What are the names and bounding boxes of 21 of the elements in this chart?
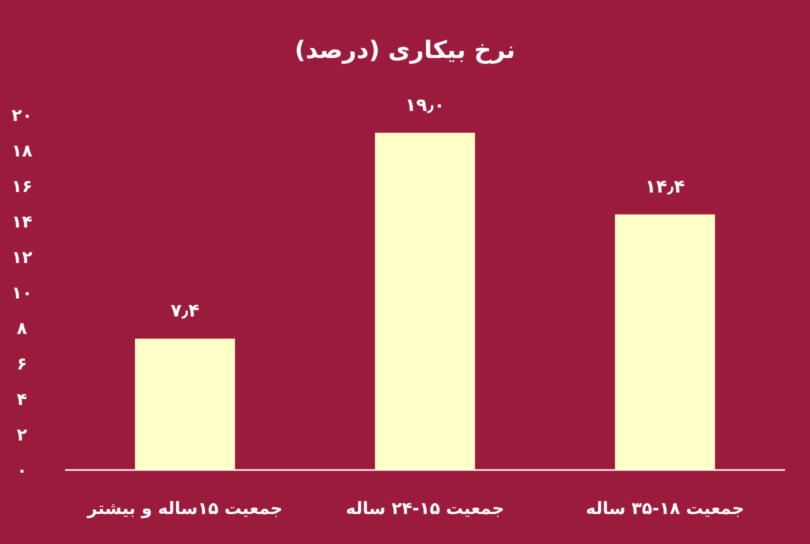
y-tick-label: ۶ <box>16 354 28 374</box>
y-tick-label: ۸ <box>16 319 28 339</box>
y-tick-label: ۱۸ <box>12 142 33 162</box>
x-tick-label: جمعیت ۱۵ساله و بیشتر <box>86 499 283 519</box>
y-tick-label: ۱۴ <box>12 212 32 232</box>
data-label: ۱۴٫۴ <box>645 176 685 198</box>
y-tick-label: ۱۶ <box>12 177 32 197</box>
y-tick-label: ۱۰ <box>12 284 32 304</box>
bar <box>615 214 715 470</box>
bar <box>375 132 475 470</box>
x-tick-label: جمعیت ۱۵-۲۴ ساله <box>346 499 504 519</box>
y-tick-label: ۴ <box>16 390 28 410</box>
y-tick-label: ۲۰ <box>12 106 32 126</box>
y-tick-label: ۲ <box>16 426 28 446</box>
y-tick-label: ۱۲ <box>12 248 33 268</box>
bar <box>135 338 235 470</box>
data-label: ۱۹٫۰ <box>405 94 445 116</box>
x-tick-label: جمعیت ۱۸-۳۵ ساله <box>586 499 744 519</box>
data-label: ۷٫۴ <box>170 300 200 322</box>
chart-title: نرخ بیکاری (درصد) <box>294 36 516 64</box>
y-tick-label: ۰ <box>16 461 28 481</box>
